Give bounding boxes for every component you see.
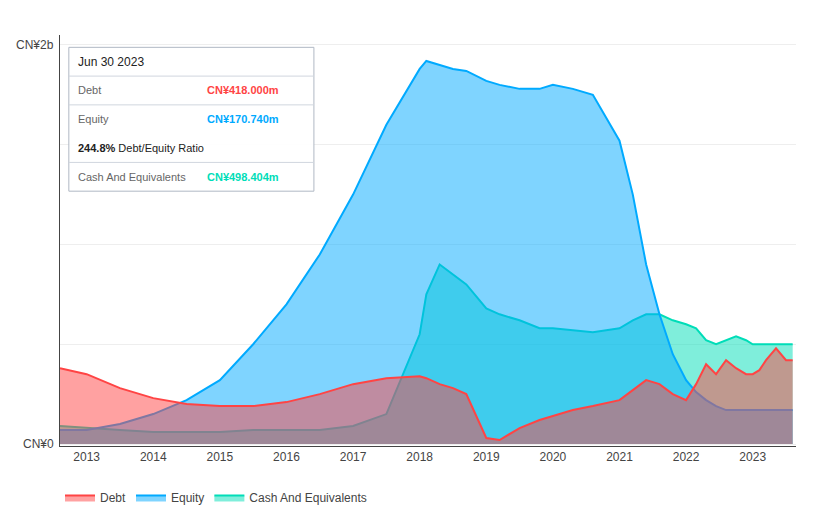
svg-text:244.8% Debt/Equity Ratio: 244.8% Debt/Equity Ratio	[78, 142, 204, 154]
svg-text:Jun 30 2023: Jun 30 2023	[78, 55, 144, 69]
svg-text:2014: 2014	[140, 450, 167, 464]
svg-text:Debt: Debt	[78, 84, 101, 96]
svg-text:CN¥2b: CN¥2b	[16, 38, 54, 52]
svg-text:2023: 2023	[739, 450, 766, 464]
svg-text:Cash And Equivalents: Cash And Equivalents	[78, 171, 186, 183]
svg-text:Equity: Equity	[78, 113, 109, 125]
svg-text:Cash And Equivalents: Cash And Equivalents	[249, 491, 366, 505]
svg-text:CN¥498.404m: CN¥498.404m	[207, 171, 279, 183]
svg-text:CN¥0: CN¥0	[23, 437, 54, 451]
svg-text:2022: 2022	[673, 450, 700, 464]
svg-text:CN¥170.740m: CN¥170.740m	[207, 113, 279, 125]
svg-text:Equity: Equity	[171, 491, 204, 505]
svg-text:2013: 2013	[73, 450, 100, 464]
svg-text:CN¥418.000m: CN¥418.000m	[207, 84, 279, 96]
svg-text:2020: 2020	[540, 450, 567, 464]
svg-text:2015: 2015	[207, 450, 234, 464]
svg-text:2018: 2018	[406, 450, 433, 464]
svg-text:2021: 2021	[606, 450, 633, 464]
svg-text:2019: 2019	[473, 450, 500, 464]
svg-text:2016: 2016	[273, 450, 300, 464]
svg-text:2017: 2017	[340, 450, 367, 464]
svg-text:Debt: Debt	[100, 491, 126, 505]
